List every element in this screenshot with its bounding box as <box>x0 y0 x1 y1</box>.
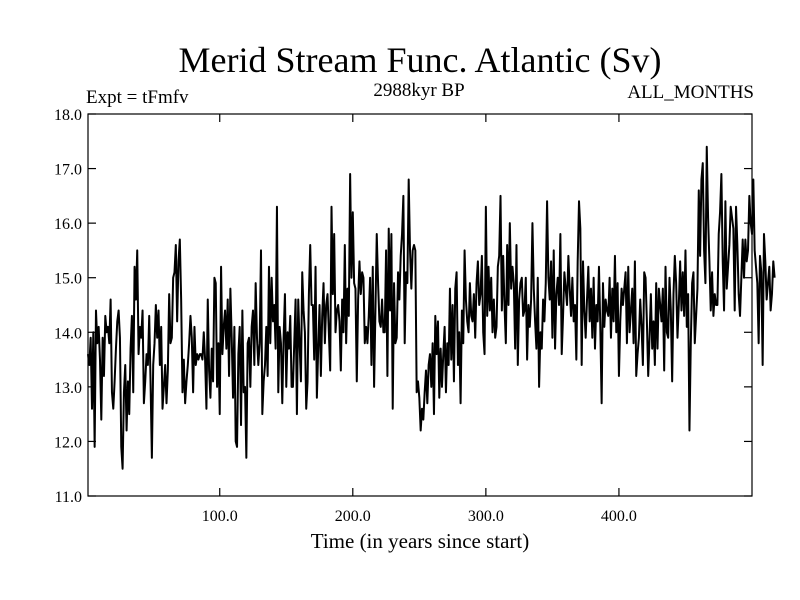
y-tick-label: 12.0 <box>54 434 82 451</box>
y-tick-label: 15.0 <box>54 271 82 288</box>
series-line <box>87 145 776 470</box>
y-tick-label: 16.0 <box>54 216 82 233</box>
y-tick-label: 11.0 <box>55 489 82 506</box>
y-tick-label: 18.0 <box>54 107 82 124</box>
chart-title: Merid Stream Func. Atlantic (Sv) <box>179 40 662 80</box>
x-tick-label: 400.0 <box>601 508 637 525</box>
x-tick-label: 300.0 <box>468 508 504 525</box>
months-label: ALL_MONTHS <box>627 82 754 103</box>
y-tick-label: 13.0 <box>54 380 82 397</box>
experiment-label: Expt = tFmfv <box>86 87 189 108</box>
x-tick-label: 100.0 <box>202 508 238 525</box>
ticks: 11.0 12.0 13.0 14.0 15.0 16.0 17.0 18.0 100.0 200… <box>54 107 752 525</box>
axes <box>87 113 753 497</box>
x-axis-label: Time (in years since start) <box>311 529 530 553</box>
y-tick-label: 14.0 <box>54 325 82 342</box>
series <box>87 145 776 470</box>
x-tick-label: 200.0 <box>335 508 371 525</box>
y-tick-label: 17.0 <box>54 162 82 179</box>
plot-frame <box>87 113 753 497</box>
time-label: 2988kyr BP <box>373 80 464 101</box>
